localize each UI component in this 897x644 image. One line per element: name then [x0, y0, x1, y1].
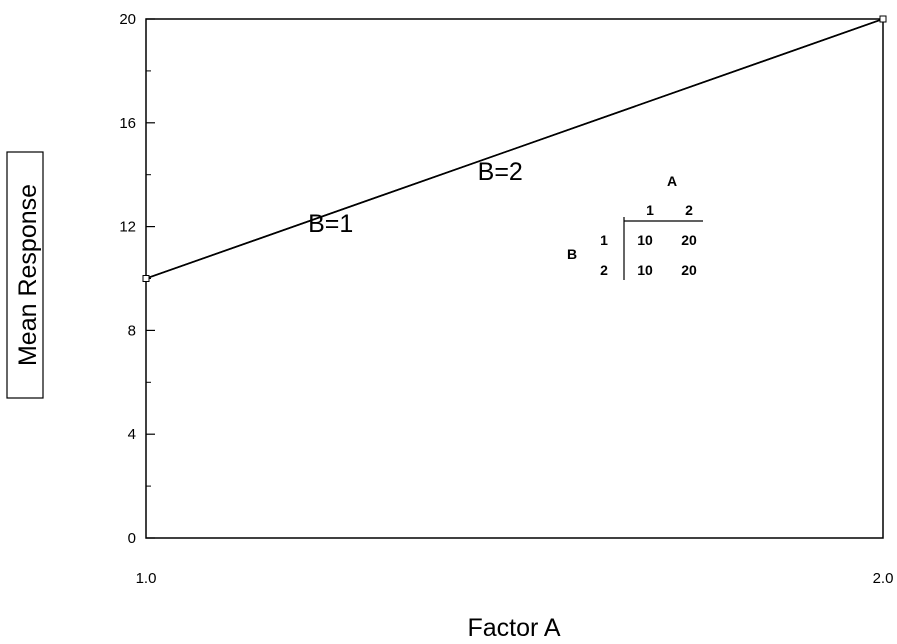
y-axis-title-box — [6, 151, 44, 399]
inset-row-label-2: 2 — [600, 262, 608, 278]
inset-row-label-1: 1 — [600, 232, 608, 248]
inset-cell-2-2: 20 — [681, 262, 697, 278]
y-tick-label: 16 — [119, 115, 136, 132]
x-tick-label: 1.0 — [136, 570, 157, 587]
inset-table: A 1 2 B 1 2 10 20 10 20 — [567, 173, 703, 280]
series-line-2 — [145, 18, 884, 280]
y-tick-label: 0 — [128, 530, 136, 547]
inset-cell-2-1: 10 — [637, 262, 653, 278]
series-label-1: B=1 — [308, 210, 353, 238]
inset-col-factor: A — [667, 173, 677, 189]
y-axis-ticks: 0 4 8 12 16 20 — [119, 11, 155, 547]
inset-col-header-1: 1 — [646, 202, 654, 218]
y-axis-title: Mean Response — [14, 184, 42, 366]
x-axis-title: Factor A — [467, 614, 560, 642]
inset-col-header-2: 2 — [685, 202, 693, 218]
y-tick-label: 12 — [119, 219, 136, 236]
inset-cell-1-2: 20 — [681, 232, 697, 248]
y-axis-title-group: Mean Response — [6, 151, 44, 399]
y-tick-label: 4 — [128, 426, 136, 443]
y-tick-label: 8 — [128, 322, 136, 339]
data-point-marker — [142, 275, 150, 282]
series-layer — [142, 15, 887, 282]
plot-frame — [145, 18, 884, 539]
x-axis-ticks: 1.0 2.0 — [136, 570, 894, 587]
inset-cell-1-1: 10 — [637, 232, 653, 248]
data-point-marker — [879, 15, 887, 23]
inset-row-factor: B — [567, 246, 577, 262]
x-tick-label: 2.0 — [873, 570, 894, 587]
y-tick-label: 20 — [119, 11, 136, 28]
annotation-layer: B=1 B=2 — [308, 158, 523, 238]
series-label-2: B=2 — [478, 158, 523, 186]
